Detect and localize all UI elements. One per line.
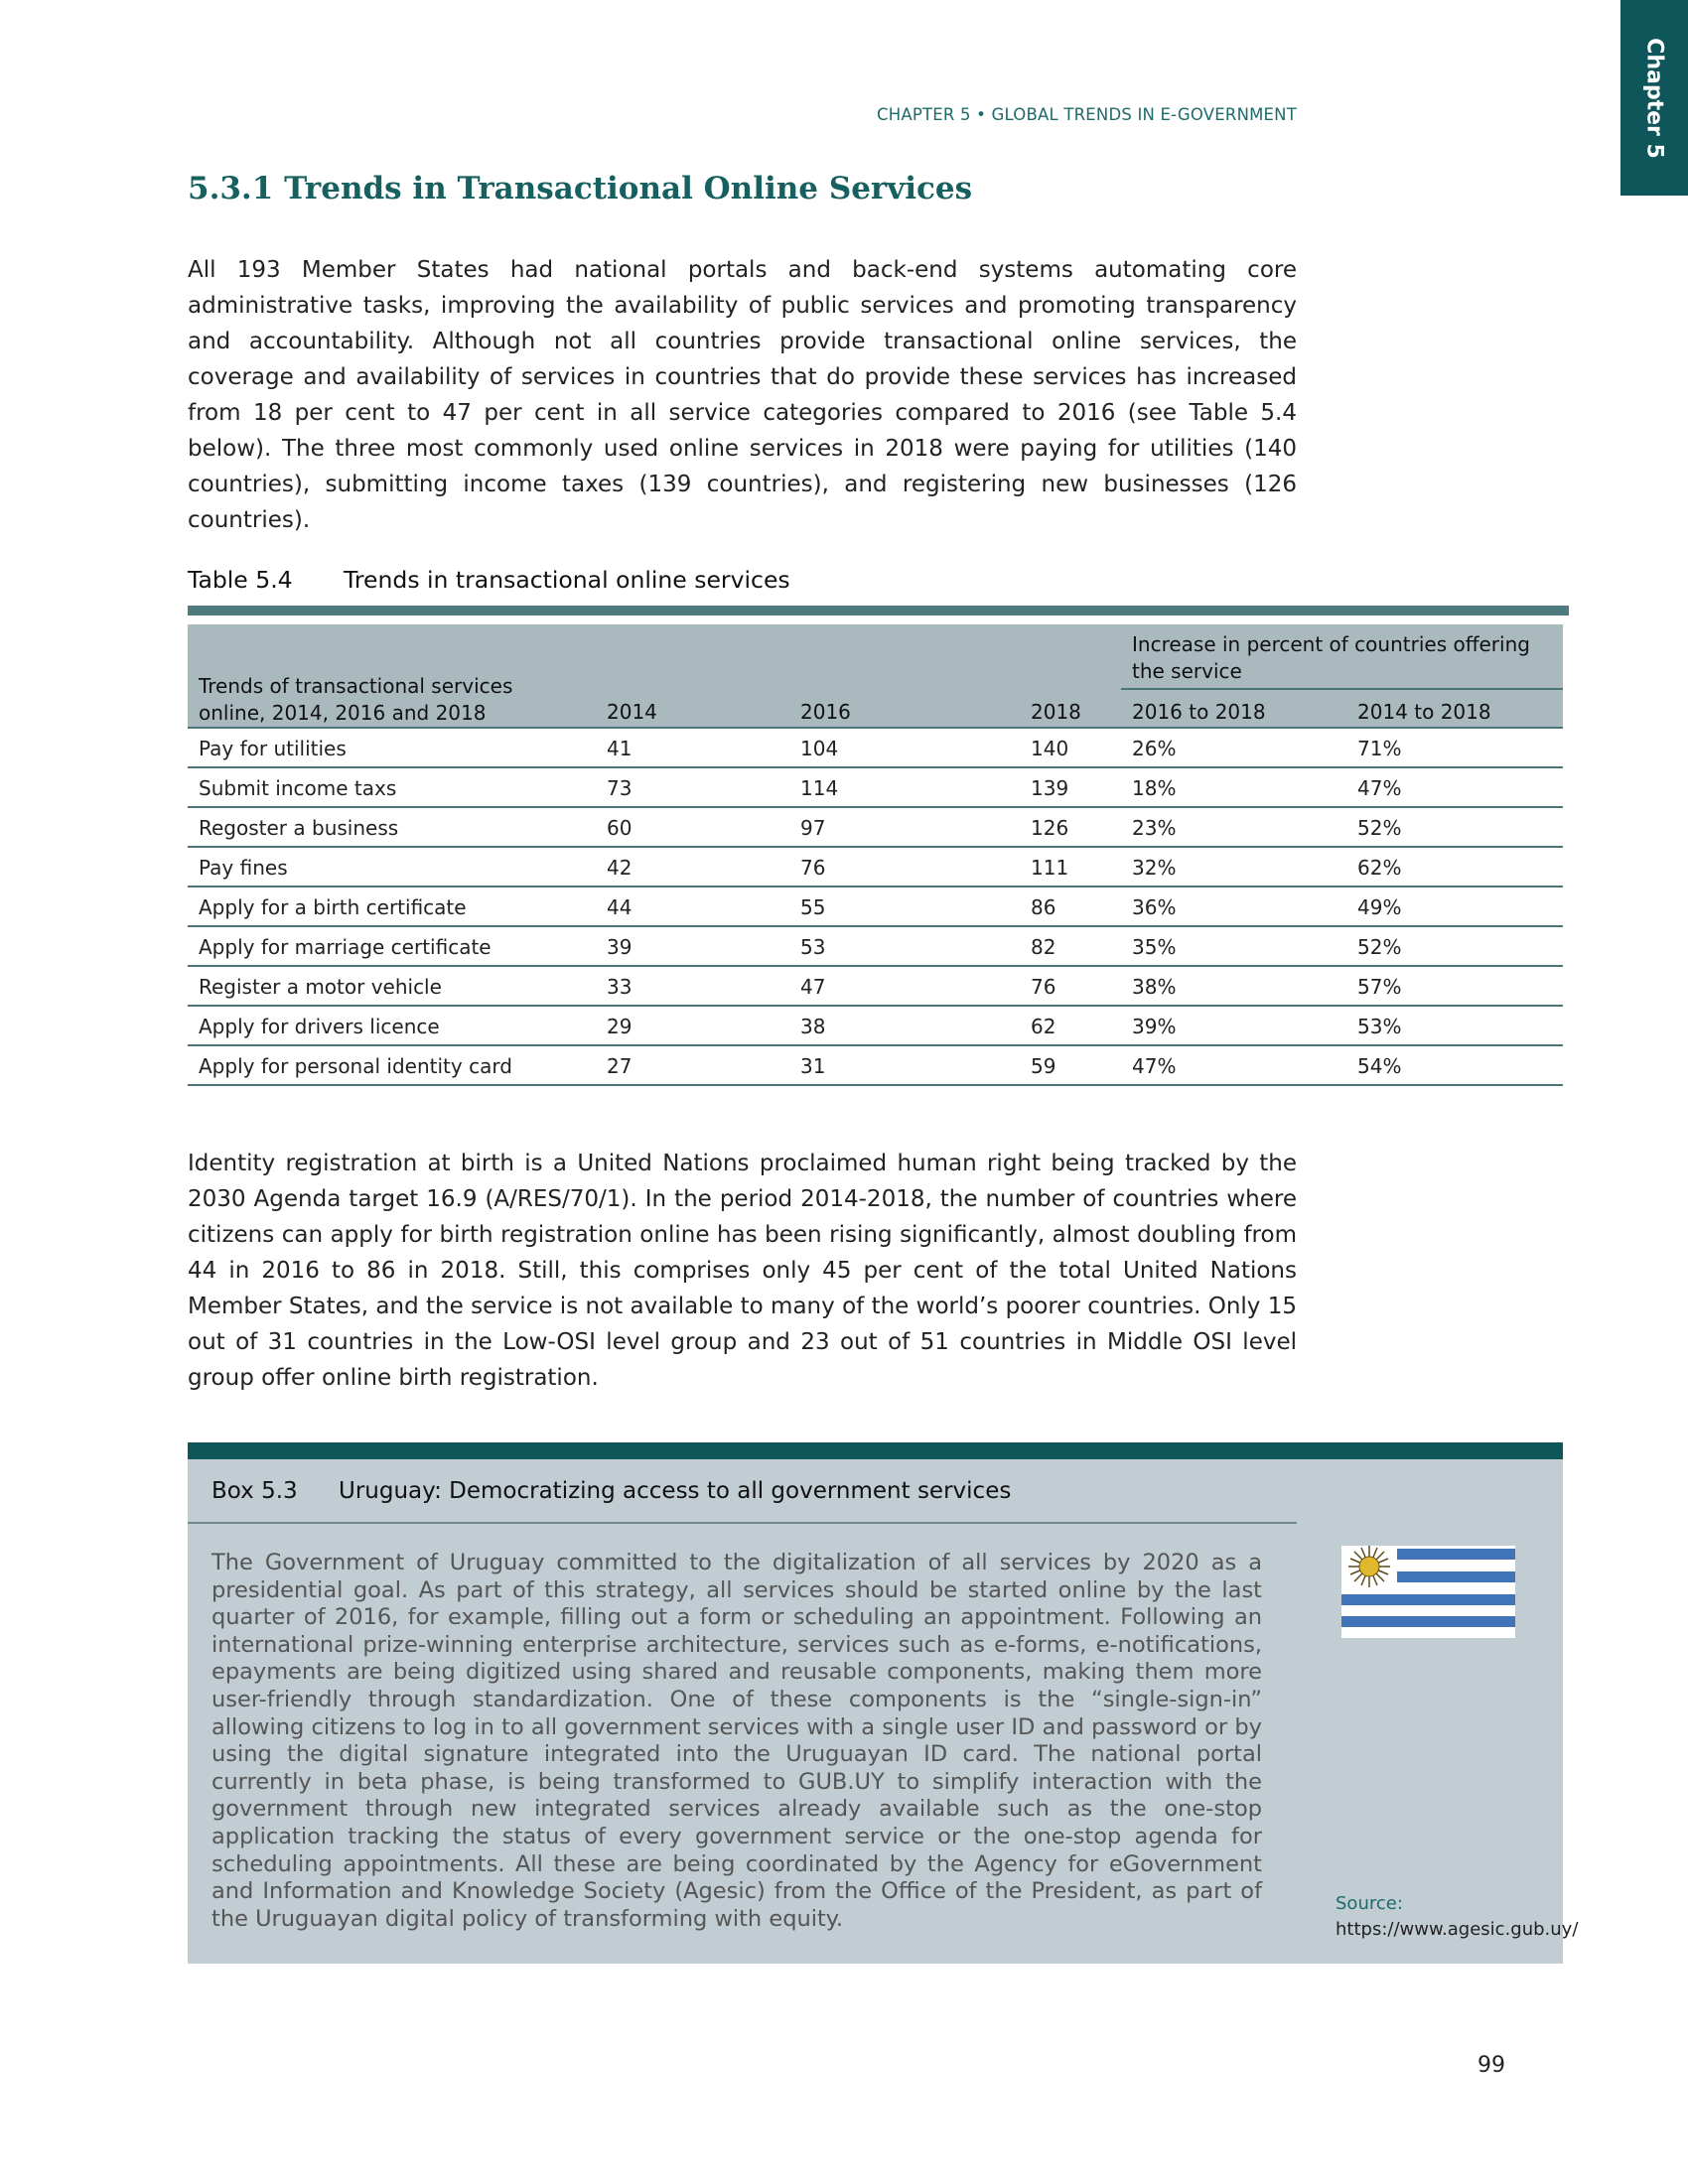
increase-2014-2018: 54% [1357, 1054, 1402, 1078]
row-label: Apply for personal identity card [199, 1054, 512, 1078]
box-title-rule [188, 1522, 1297, 1524]
running-head: CHAPTER 5 • GLOBAL TRENDS IN E-GOVERNMEN… [877, 105, 1297, 124]
value-2014: 29 [607, 1015, 633, 1038]
table-row: Register a motor vehicle 33 47 76 38% 57% [188, 967, 1563, 1007]
header-2016-2018: 2016 to 2018 [1132, 700, 1266, 724]
value-2016: 76 [800, 856, 826, 880]
table-number: Table 5.4 [188, 566, 293, 594]
value-2014: 42 [607, 856, 633, 880]
increase-2014-2018: 62% [1357, 856, 1402, 880]
value-2016: 31 [800, 1054, 826, 1078]
row-label: Pay for utilities [199, 737, 347, 760]
header-2018: 2018 [1031, 700, 1081, 724]
increase-2014-2018: 49% [1357, 895, 1402, 919]
value-2018: 126 [1031, 816, 1069, 840]
row-label: Apply for a birth certificate [199, 895, 467, 919]
increase-2014-2018: 52% [1357, 816, 1402, 840]
increase-2016-2018: 32% [1132, 856, 1177, 880]
header-group-rule [1121, 688, 1563, 690]
increase-2016-2018: 39% [1132, 1015, 1177, 1038]
increase-2014-2018: 52% [1357, 935, 1402, 959]
value-2016: 53 [800, 935, 826, 959]
table-body: Pay for utilities 41 104 140 26% 71% Submit in… [188, 729, 1563, 1086]
table-title: Trends in transactional online services [344, 566, 790, 594]
header-label: Trends of transactional services online, … [199, 674, 513, 725]
uruguay-flag-icon [1341, 1546, 1515, 1638]
value-2014: 27 [607, 1054, 633, 1078]
row-label: Regoster a business [199, 816, 399, 840]
header-2016: 2016 [800, 700, 851, 724]
increase-2016-2018: 26% [1132, 737, 1177, 760]
value-2014: 39 [607, 935, 633, 959]
value-2018: 82 [1031, 935, 1056, 959]
increase-2016-2018: 36% [1132, 895, 1177, 919]
table-top-rule [188, 606, 1569, 615]
increase-2014-2018: 71% [1357, 737, 1402, 760]
table-row: Submit income taxs 73 114 139 18% 47% [188, 768, 1563, 808]
source-link[interactable]: https://www.agesic.gub.uy/ [1336, 1919, 1579, 1940]
value-2014: 60 [607, 816, 633, 840]
table-row: Apply for marriage certificate 39 53 82 35% 5… [188, 927, 1563, 967]
header-group: Increase in percent of countries offerin… [1132, 632, 1530, 683]
value-2018: 86 [1031, 895, 1056, 919]
table-row: Pay for utilities 41 104 140 26% 71% [188, 729, 1563, 768]
row-label: Pay fines [199, 856, 288, 880]
row-label: Apply for marriage certificate [199, 935, 492, 959]
header-2014-2018: 2014 to 2018 [1357, 700, 1491, 724]
data-table: Trends of transactional services online, … [188, 624, 1563, 1086]
increase-2016-2018: 47% [1132, 1054, 1177, 1078]
table-header: Trends of transactional services online, … [188, 624, 1563, 727]
increase-2016-2018: 38% [1132, 975, 1177, 999]
value-2018: 139 [1031, 776, 1069, 800]
value-2014: 41 [607, 737, 633, 760]
value-2018: 76 [1031, 975, 1056, 999]
value-2018: 59 [1031, 1054, 1056, 1078]
table-row: Regoster a business 60 97 126 23% 52% [188, 808, 1563, 848]
value-2016: 97 [800, 816, 826, 840]
value-2018: 140 [1031, 737, 1069, 760]
chapter-tab: Chapter 5 [1620, 0, 1688, 196]
paragraph: Identity registration at birth is a Unit… [188, 1151, 1297, 1391]
table-caption: Table 5.4 Trends in transactional online … [188, 566, 790, 594]
section-title: 5.3.1 Trends in Transactional Online Ser… [188, 171, 973, 206]
box-top-rule [188, 1442, 1563, 1459]
increase-2016-2018: 35% [1132, 935, 1177, 959]
box-text: The Government of Uruguay committed to t… [211, 1550, 1262, 1932]
page-number: 99 [1477, 2053, 1505, 2078]
value-2016: 114 [800, 776, 839, 800]
increase-2016-2018: 18% [1132, 776, 1177, 800]
header-2014: 2014 [607, 700, 657, 724]
value-2014: 44 [607, 895, 633, 919]
value-2014: 73 [607, 776, 633, 800]
case-box: Box 5.3 Uruguay: Democratizing access to … [188, 1442, 1579, 1964]
value-2018: 62 [1031, 1015, 1056, 1038]
value-2018: 111 [1031, 856, 1069, 880]
increase-2014-2018: 57% [1357, 975, 1402, 999]
table-row: Apply for personal identity card 27 31 59 47… [188, 1046, 1563, 1086]
value-2016: 55 [800, 895, 826, 919]
increase-2014-2018: 47% [1357, 776, 1402, 800]
value-2014: 33 [607, 975, 633, 999]
paragraph: All 193 Member States had national porta… [188, 257, 1297, 533]
value-2016: 47 [800, 975, 826, 999]
increase-2016-2018: 23% [1132, 816, 1177, 840]
value-2016: 38 [800, 1015, 826, 1038]
table-row: Apply for a birth certificate 44 55 86 36% 49… [188, 887, 1563, 927]
table-row: Apply for drivers licence 29 38 62 39% 53% [188, 1007, 1563, 1046]
table-row: Pay fines 42 76 111 32% 62% [188, 848, 1563, 887]
box-source: Source: https://www.agesic.gub.uy/ [1336, 1893, 1579, 1940]
value-2016: 104 [800, 737, 839, 760]
row-label: Apply for drivers licence [199, 1015, 440, 1038]
row-label: Submit income taxs [199, 776, 397, 800]
increase-2014-2018: 53% [1357, 1015, 1402, 1038]
row-label: Register a motor vehicle [199, 975, 442, 999]
chapter-tab-label: Chapter 5 [1641, 37, 1667, 159]
box-title: Box 5.3 Uruguay: Democratizing access to … [211, 1478, 1012, 1504]
